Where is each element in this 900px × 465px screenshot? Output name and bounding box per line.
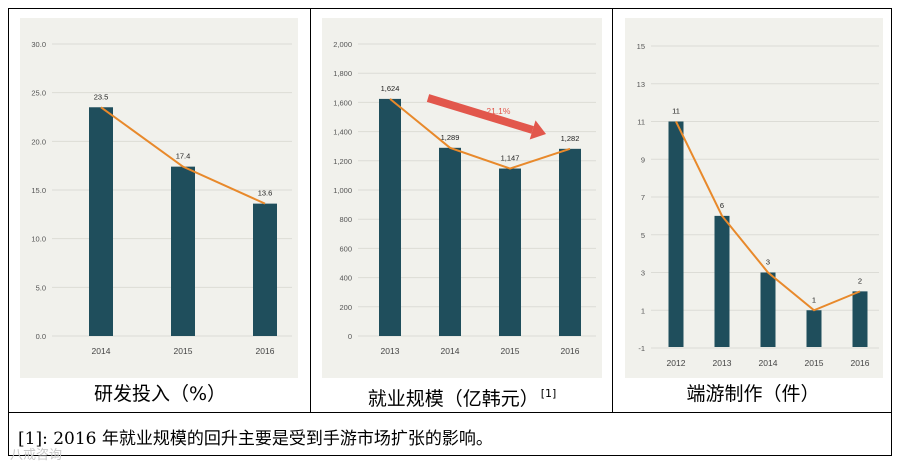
bar bbox=[559, 148, 581, 336]
y-tick-label: 11 bbox=[637, 118, 645, 127]
y-tick-label: 5.0 bbox=[36, 283, 46, 292]
data-label: 11 bbox=[672, 107, 680, 116]
data-label: 3 bbox=[766, 258, 770, 267]
bar bbox=[714, 215, 730, 347]
bar bbox=[806, 310, 822, 347]
y-tick-label: 400 bbox=[339, 274, 352, 283]
x-tick-label: 2014 bbox=[441, 346, 460, 356]
y-tick-label: 2,000 bbox=[333, 40, 352, 49]
x-tick-label: 2013 bbox=[381, 346, 400, 356]
y-tick-label: 1,400 bbox=[333, 128, 352, 137]
x-tick-label: 2016 bbox=[851, 358, 870, 368]
data-label: 1,147 bbox=[501, 154, 520, 163]
y-tick-label: 1 bbox=[641, 306, 645, 315]
y-tick-label: 0 bbox=[348, 332, 352, 341]
bar bbox=[499, 168, 521, 336]
data-label: 1,624 bbox=[381, 84, 400, 93]
y-tick-label: 7 bbox=[641, 193, 645, 202]
y-tick-label: 5 bbox=[641, 231, 645, 240]
y-tick-label: 1,800 bbox=[333, 69, 352, 78]
caption-employment: 就业规模（亿韩元） [1] bbox=[367, 387, 557, 410]
table-frame bbox=[8, 8, 892, 456]
annotation-label: -21.1% bbox=[484, 106, 511, 116]
y-tick-label: 1,000 bbox=[333, 186, 352, 195]
bar bbox=[89, 107, 113, 337]
caption-rd: 研发投入（%） bbox=[93, 383, 227, 405]
x-tick-label: 2014 bbox=[759, 358, 778, 368]
y-tick-label: 200 bbox=[339, 303, 352, 312]
chart-panel-rd: 0.0 5.0 10.0 15.0 20.0 25.0 30.0 2014 2015 2016 23… bbox=[20, 18, 298, 378]
decline-arrow bbox=[426, 94, 534, 134]
y-tick-label: 13 bbox=[637, 80, 645, 89]
x-tick-label: 2012 bbox=[667, 358, 686, 368]
trend-line bbox=[675, 121, 861, 312]
x-tick-label: 2016 bbox=[256, 346, 275, 356]
chart-rd-investment: 0.0 5.0 10.0 15.0 20.0 25.0 30.0 2014 2015 2016 23… bbox=[31, 40, 292, 356]
decline-arrow-head bbox=[529, 120, 546, 140]
y-tick-label: 10.0 bbox=[31, 235, 46, 244]
y-tick-label: 800 bbox=[339, 215, 352, 224]
y-tick-label: 15.0 bbox=[31, 186, 46, 195]
bar bbox=[379, 98, 401, 336]
bar bbox=[852, 291, 868, 347]
trend-line bbox=[100, 106, 266, 205]
footnote-text: [1]: 2016 年就业规模的回升主要是受到手游市场扩张的影响。 bbox=[18, 429, 493, 449]
column-divider-2 bbox=[612, 8, 613, 412]
data-label: 6 bbox=[720, 201, 724, 210]
y-tick-label: 25.0 bbox=[31, 89, 46, 98]
footnote-ref[interactable]: [1] bbox=[540, 387, 557, 400]
data-label: 1,289 bbox=[441, 133, 460, 142]
data-label: 23.5 bbox=[94, 92, 109, 101]
chart-employment-scale: 0 200 400 600 800 1,000 1,200 1,400 1,600 1,800 2,… bbox=[333, 40, 596, 356]
x-tick-label: 2016 bbox=[561, 346, 580, 356]
x-tick-label: 2015 bbox=[805, 358, 824, 368]
x-tick-label: 2013 bbox=[713, 358, 732, 368]
trend-line bbox=[389, 98, 571, 170]
bar bbox=[760, 272, 776, 347]
x-tick-label: 2015 bbox=[174, 346, 193, 356]
y-tick-label: 15 bbox=[637, 42, 645, 51]
bar bbox=[668, 121, 684, 347]
y-tick-label: 30.0 bbox=[31, 40, 46, 49]
chart-panel-employment: 0 200 400 600 800 1,000 1,200 1,400 1,600 1,800 2,… bbox=[322, 18, 602, 378]
y-tick-label: 0.0 bbox=[36, 332, 46, 341]
y-tick-label: 1,600 bbox=[333, 98, 352, 107]
bar bbox=[439, 147, 461, 336]
footnote-divider bbox=[8, 412, 892, 413]
bar bbox=[253, 203, 277, 336]
data-label: 1 bbox=[812, 295, 816, 304]
data-label: 1,282 bbox=[561, 134, 580, 143]
data-label: 13.6 bbox=[258, 189, 273, 198]
y-tick-label: 1,200 bbox=[333, 157, 352, 166]
x-tick-label: 2014 bbox=[92, 346, 111, 356]
y-tick-label: 3 bbox=[641, 269, 645, 278]
caption-pc-games: 端游制作（件） bbox=[686, 383, 820, 405]
y-tick-label: -1 bbox=[638, 344, 645, 353]
x-tick-label: 2015 bbox=[501, 346, 520, 356]
data-label: 2 bbox=[858, 276, 862, 285]
y-tick-label: 20.0 bbox=[31, 137, 46, 146]
y-tick-label: 600 bbox=[339, 244, 352, 253]
chart-panel-pc-games: -1 1 3 5 7 9 11 13 15 2012 2013 2014 2015 2016 11 6 3 1 2 bbox=[625, 18, 883, 378]
column-divider-1 bbox=[310, 8, 311, 412]
watermark-logo: 八戒咨询 bbox=[10, 448, 63, 463]
data-label: 17.4 bbox=[176, 152, 191, 161]
y-tick-label: 9 bbox=[641, 155, 645, 164]
bar bbox=[171, 166, 195, 336]
